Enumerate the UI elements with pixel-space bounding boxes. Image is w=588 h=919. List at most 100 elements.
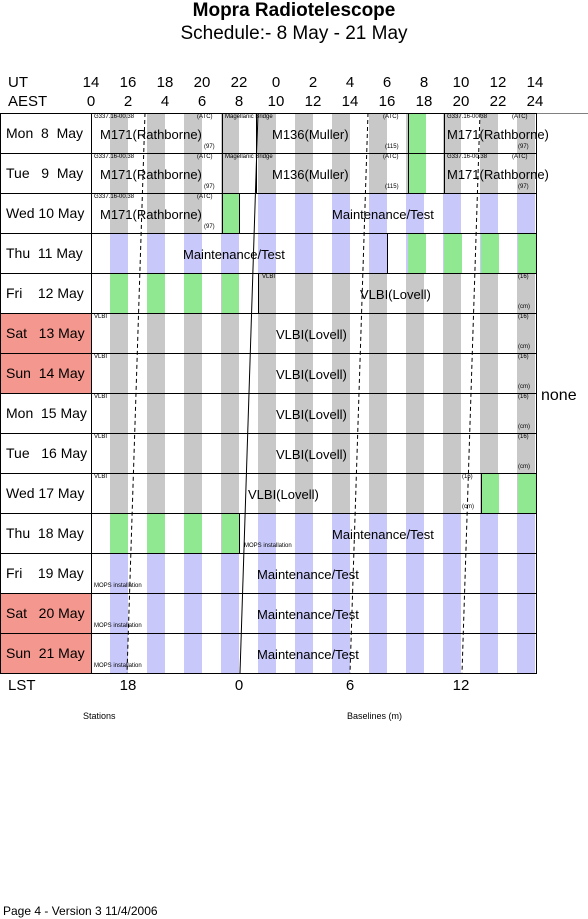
lst-line [239,113,259,674]
time-stripe [184,594,202,633]
project-label: M136(Muller) [272,127,349,142]
time-stripe [221,114,239,153]
project-label: M171(Rathborne) [447,127,549,142]
time-stripe [480,514,498,553]
project-label: Maintenance/Test [257,567,359,582]
aest-tick: 0 [86,93,96,110]
time-stripe [110,554,128,593]
time-stripe [147,394,165,433]
time-stripe [258,474,276,513]
ut-tick: 14 [82,74,100,91]
time-stripe [332,234,350,273]
time-stripe [147,114,165,153]
time-stripe [517,514,535,553]
time-stripe [517,434,535,473]
day-label: Tue 9 May [6,165,84,181]
ut-tick: 0 [271,74,281,91]
time-stripe [184,314,202,353]
project-note: (ATC) [512,114,528,120]
stations-label: Stations [83,711,116,721]
time-stripe [110,194,128,233]
project-note: (ATC) [197,114,213,120]
project-note: (ATC) [512,154,528,160]
project-note: G337.16-00.38 [447,154,488,160]
ut-label: UT [8,74,28,91]
time-stripe [406,594,424,633]
time-stripe [184,354,202,393]
time-stripe [369,634,387,673]
time-stripe [110,594,128,633]
time-stripe [295,314,313,353]
ut-tick: 20 [193,74,211,91]
time-stripe [517,354,535,393]
lst-tick: 18 [119,677,137,694]
time-stripe [443,634,461,673]
time-stripe [221,554,239,593]
project-note: G337.16-00.38 [94,194,135,200]
project-note: VLBI [94,474,108,480]
project-note: (115) [385,144,399,150]
time-stripe [443,434,461,473]
day-label: Sun 14 May [6,365,85,381]
time-stripe [221,474,239,513]
time-stripe [443,194,461,233]
project-note: (16) [518,394,529,400]
time-stripe [295,114,313,153]
time-stripe [258,554,276,593]
time-stripe [332,594,350,633]
time-stripe [184,434,202,473]
project-label: Maintenance/Test [257,607,359,622]
project-label: M171(Rathborne) [100,167,202,182]
time-stripe [517,634,535,673]
aest-tick: 12 [304,93,322,110]
aest-label: AEST [8,93,48,110]
project-note: (cm) [518,424,530,430]
time-stripe [221,234,239,273]
time-stripe [332,554,350,593]
ut-tick: 22 [230,74,248,91]
schedule-grid: Mon 8 May Tue 9 May Wed 10 May Thu 11 May Fr… [0,113,588,674]
page-subtitle: Schedule:- 8 May - 21 May [180,23,408,44]
time-stripe [480,594,498,633]
day-label: Fri 12 May [6,285,84,301]
lst-label: LST [8,677,36,694]
time-stripe [332,154,350,193]
time-stripe [110,114,128,153]
weekend-shade [1,634,91,673]
green-block [110,514,128,553]
time-stripe [369,114,387,153]
aest-tick: 6 [197,93,207,110]
time-stripe [258,514,276,553]
time-stripe [332,114,350,153]
time-stripe [332,314,350,353]
time-stripe [110,394,128,433]
lst-line [349,113,369,674]
time-stripe [406,634,424,673]
project-label: VLBI(Lovell) [276,407,347,422]
lst-tick: 0 [234,677,244,694]
time-stripe [369,514,387,553]
time-stripe [369,274,387,313]
green-block [222,194,239,233]
project-note: VLBI [94,434,108,440]
project-label: VLBI(Lovell) [276,447,347,462]
time-stripe [258,274,276,313]
time-stripe [295,354,313,393]
time-stripe [517,154,535,193]
day-label: Thu 18 May [6,525,84,541]
project-note: MOPS installation [94,583,142,589]
time-stripe [110,434,128,473]
time-stripe [147,434,165,473]
project-label: M171(Rathborne) [447,167,549,182]
time-stripe [110,154,128,193]
project-note: (ATC) [383,114,399,120]
aest-tick: 4 [160,93,170,110]
time-stripe [258,154,276,193]
time-stripe [480,554,498,593]
time-stripe [295,594,313,633]
project-label: VLBI(Lovell) [360,287,431,302]
green-block [408,114,426,153]
green-block [481,234,499,273]
time-stripe [184,114,202,153]
project-label: M136(Muller) [272,167,349,182]
